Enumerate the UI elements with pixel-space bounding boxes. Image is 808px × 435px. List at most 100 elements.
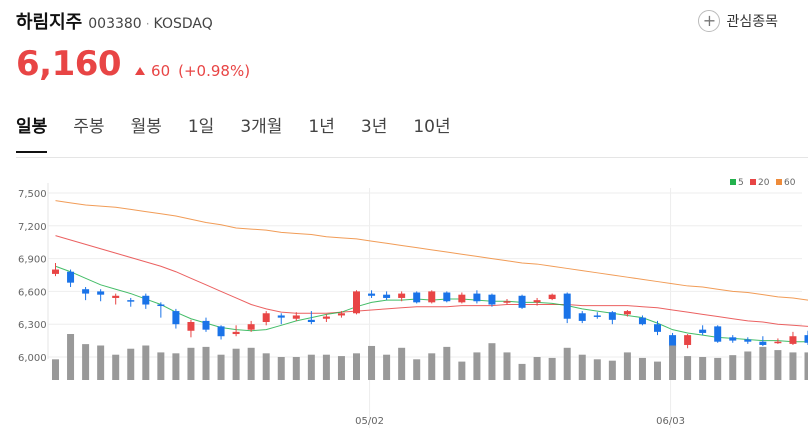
candle-body[interactable]: [443, 292, 451, 302]
candle-body[interactable]: [789, 336, 797, 344]
stock-name: 하림지주: [16, 12, 83, 33]
candle-body[interactable]: [714, 326, 722, 342]
x-tick-label: 06/03: [656, 416, 685, 427]
stock-header: 하림지주 003380 · KOSDAQ: [16, 8, 213, 36]
change-amount: 60: [151, 62, 171, 80]
separator-dot: ·: [145, 17, 150, 31]
tab-3year[interactable]: 3년: [360, 117, 388, 137]
candle-body[interactable]: [623, 311, 631, 315]
candle-body[interactable]: [488, 294, 496, 305]
candle-body[interactable]: [67, 271, 75, 283]
candle-body[interactable]: [428, 291, 436, 303]
tab-1year[interactable]: 1년: [308, 117, 335, 137]
legend-swatch: [750, 179, 756, 185]
candle-body[interactable]: [774, 341, 782, 344]
candle-body[interactable]: [473, 293, 481, 302]
candle-body[interactable]: [503, 301, 511, 303]
price-chart[interactable]: 7,500 7,200 6,900 6,600 6,300 6,000 05/02 06/03…: [0, 160, 808, 435]
change-percent: (+0.98%): [178, 62, 251, 80]
ma60-line: [55, 200, 808, 301]
candle-body[interactable]: [563, 293, 571, 319]
candle-body[interactable]: [729, 337, 737, 341]
y-tick-label: 6,600: [18, 287, 47, 298]
candle-body[interactable]: [97, 291, 105, 295]
tab-daily[interactable]: 일봉: [16, 112, 48, 153]
favorite-label: 관심종목: [726, 14, 778, 30]
volume-bar: [368, 345, 376, 380]
candle-body[interactable]: [337, 313, 345, 316]
candle-body[interactable]: [533, 300, 541, 303]
tab-1day[interactable]: 1일: [187, 117, 215, 137]
candle-body[interactable]: [759, 341, 767, 345]
tab-monthly[interactable]: 월봉: [130, 117, 162, 137]
volume-bar: [337, 356, 345, 380]
candle-body[interactable]: [368, 293, 376, 296]
period-tabs: 일봉 주봉 월봉 1일 3개월 1년 3년 10년: [16, 112, 477, 153]
candle-body[interactable]: [142, 295, 150, 305]
volume-bar: [714, 357, 722, 380]
volume-bar: [593, 359, 601, 380]
candle-body[interactable]: [398, 293, 406, 298]
plus-icon: +: [698, 10, 721, 32]
candle-body[interactable]: [804, 335, 808, 343]
candle-body[interactable]: [202, 320, 210, 330]
volume-bar: [654, 361, 661, 380]
add-favorite-button[interactable]: + 관심종목: [698, 10, 778, 32]
candle-body[interactable]: [669, 335, 677, 348]
tab-3month[interactable]: 3개월: [240, 117, 283, 137]
candle-body[interactable]: [232, 331, 240, 335]
candle-body[interactable]: [699, 329, 707, 333]
legend-label: 5: [738, 178, 744, 188]
volume-bar: [503, 352, 511, 380]
volume-bar: [157, 352, 165, 380]
candle-body[interactable]: [744, 339, 752, 342]
volume-bar: [292, 357, 300, 380]
candle-body[interactable]: [307, 319, 315, 323]
legend-swatch: [776, 179, 782, 185]
candle-body[interactable]: [383, 294, 391, 298]
tab-10year[interactable]: 10년: [413, 117, 451, 137]
volume-bar: [563, 347, 571, 380]
x-tick-label: 05/02: [355, 416, 384, 427]
candle-body[interactable]: [112, 295, 120, 298]
volume-bar: [759, 346, 767, 380]
candle-body[interactable]: [82, 289, 90, 294]
candle-body[interactable]: [187, 322, 195, 331]
candle-body[interactable]: [127, 300, 135, 302]
candle-body[interactable]: [217, 326, 225, 337]
candle-body[interactable]: [548, 294, 556, 300]
y-tick-label: 6,000: [18, 353, 47, 364]
candle-body[interactable]: [608, 312, 616, 320]
candle-body[interactable]: [262, 313, 270, 323]
legend-swatch: [730, 179, 736, 185]
candle-body[interactable]: [654, 324, 661, 332]
candle-body[interactable]: [172, 311, 180, 325]
volume-bar: [172, 353, 180, 380]
volume-bar: [684, 356, 692, 380]
candle-body[interactable]: [458, 294, 466, 303]
candle-body[interactable]: [413, 292, 421, 303]
candle-body[interactable]: [157, 304, 165, 307]
candle-body[interactable]: [638, 317, 646, 325]
volume-bar: [247, 347, 255, 380]
candle-body[interactable]: [578, 313, 586, 321]
volume-bar: [202, 346, 210, 380]
candle-body[interactable]: [292, 315, 300, 319]
candle-body[interactable]: [353, 291, 360, 314]
candle-body[interactable]: [247, 324, 255, 330]
candle-body[interactable]: [684, 335, 692, 345]
candle-body[interactable]: [322, 316, 330, 319]
candle-body[interactable]: [518, 295, 526, 308]
volume-bar: [262, 353, 270, 380]
volume-bar: [398, 347, 406, 380]
volume-bar: [669, 345, 677, 380]
volume-bar: [307, 354, 315, 380]
tab-weekly[interactable]: 주봉: [73, 117, 105, 137]
volume-bar: [82, 344, 90, 380]
candle-body[interactable]: [52, 269, 59, 274]
candle-body[interactable]: [593, 315, 601, 317]
candle-body[interactable]: [277, 315, 285, 318]
volume-bar: [518, 363, 526, 380]
volume-bar: [322, 354, 330, 380]
volume-bar: [548, 357, 556, 380]
